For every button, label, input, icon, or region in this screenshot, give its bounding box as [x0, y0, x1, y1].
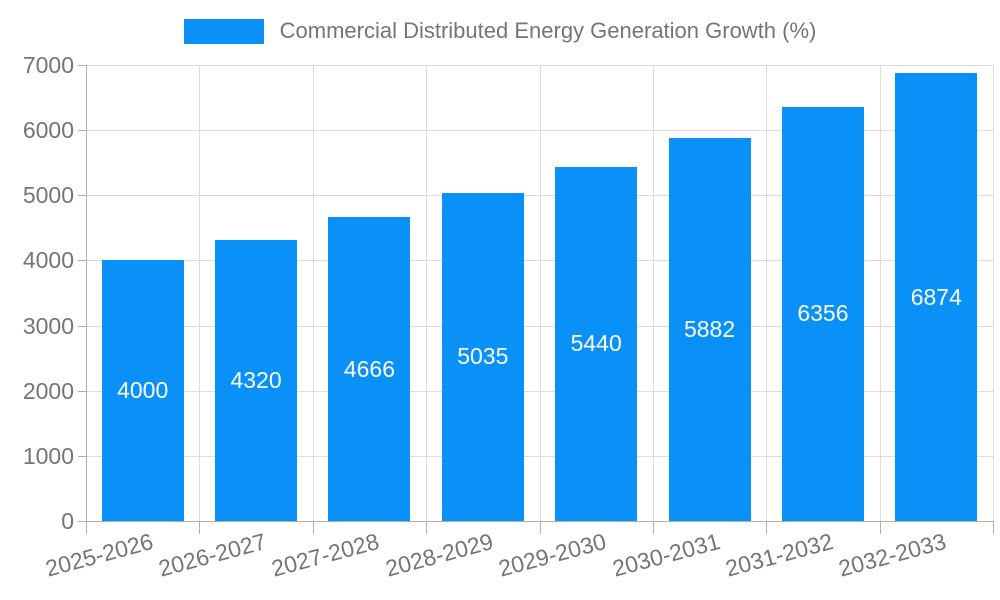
- bar-value-label: 5035: [457, 343, 509, 370]
- y-axis-tick: [78, 455, 86, 457]
- x-axis-tick: [879, 521, 881, 534]
- y-axis-label: 2000: [22, 377, 74, 404]
- gridline-vertical: [652, 65, 654, 521]
- x-axis-label: 2025-2026: [42, 528, 156, 582]
- gridline-vertical: [199, 65, 201, 521]
- x-axis-label: 2029-2030: [495, 528, 609, 582]
- bar[interactable]: 4000: [101, 260, 184, 521]
- y-axis-tick: [78, 325, 86, 327]
- y-axis-label: 3000: [22, 312, 74, 339]
- legend-swatch: [183, 18, 264, 44]
- bar-value-label: 5882: [683, 315, 736, 342]
- y-axis-label: 5000: [22, 182, 74, 209]
- chart-title: Commercial Distributed Energy Generation…: [279, 18, 817, 43]
- y-axis-tick: [78, 195, 86, 197]
- y-axis-label: 4000: [22, 247, 74, 274]
- x-axis-label: 2030-2031: [609, 528, 723, 582]
- gridline-vertical: [993, 65, 994, 521]
- bar-value-label: 4320: [230, 366, 282, 393]
- bar[interactable]: 4320: [215, 239, 298, 521]
- x-axis-label: 2028-2029: [382, 528, 496, 582]
- chart-legend: Commercial Distributed Energy Generation…: [0, 18, 1000, 44]
- bar[interactable]: 6874: [895, 73, 978, 521]
- gridline-vertical: [312, 65, 314, 521]
- x-axis-tick: [539, 521, 541, 534]
- x-axis-tick: [426, 521, 428, 534]
- bar[interactable]: 5035: [441, 193, 524, 521]
- bar-value-label: 6874: [910, 283, 962, 310]
- gridline-vertical: [766, 65, 768, 521]
- x-axis-tick: [312, 521, 314, 534]
- y-axis-tick: [78, 130, 86, 132]
- bar-value-label: 5440: [570, 330, 622, 357]
- bar[interactable]: 5882: [668, 137, 751, 521]
- x-axis-tick: [766, 521, 768, 534]
- y-axis-line: [86, 65, 87, 534]
- x-axis-line: [78, 521, 993, 522]
- y-axis-label: 7000: [22, 52, 74, 78]
- x-axis-label: 2027-2028: [269, 528, 383, 582]
- bar-value-label: 4000: [117, 377, 169, 404]
- bar[interactable]: 6356: [781, 106, 864, 521]
- x-axis-label: 2031-2032: [722, 528, 836, 582]
- y-axis-tick: [78, 260, 86, 262]
- y-axis-label: 0: [61, 508, 74, 534]
- x-axis-tick: [652, 521, 654, 534]
- x-axis-label: 2026-2027: [155, 528, 269, 582]
- bar[interactable]: 4666: [328, 217, 411, 521]
- y-axis-label: 1000: [22, 442, 74, 469]
- bar-value-label: 4666: [343, 355, 396, 382]
- gridline-vertical: [879, 65, 881, 521]
- x-axis-tick: [199, 521, 201, 534]
- bar[interactable]: 5440: [555, 166, 638, 521]
- gridline-vertical: [539, 65, 541, 521]
- x-axis-tick: [993, 521, 994, 534]
- y-axis-tick: [78, 65, 86, 66]
- y-axis-tick: [78, 390, 86, 392]
- gridline-vertical: [426, 65, 428, 521]
- bar-value-label: 6356: [797, 300, 849, 327]
- y-axis-label: 6000: [22, 117, 74, 144]
- x-axis-label: 2032-2033: [836, 528, 950, 582]
